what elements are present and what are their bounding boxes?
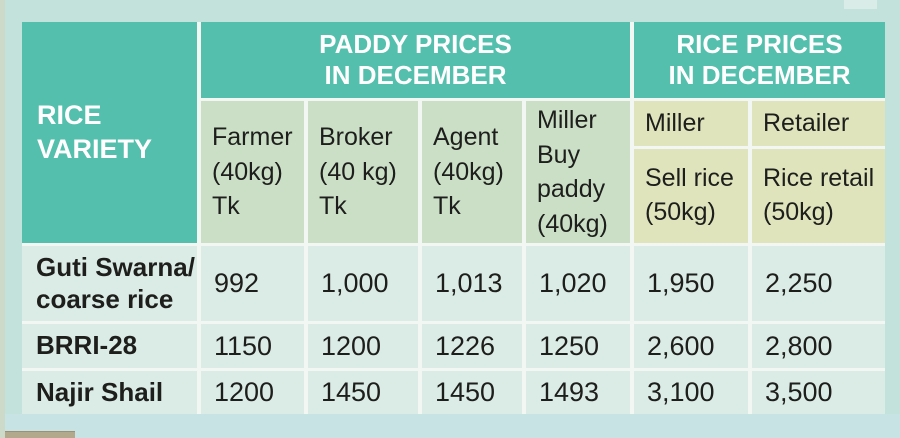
column-header-farmer: Farmer (40kg) Tk [201,101,304,243]
value-cell: 1493 [526,371,630,414]
column-header-miller-buy: Miller Buy paddy (40kg) [526,101,630,243]
group-header-rice-prices: RICE PRICES IN DECEMBER [634,22,885,98]
value-cell: 3,500 [752,371,885,414]
value-cell: 1450 [422,371,522,414]
column-header-miller-sell: Miller Sell rice (50kg) [634,101,748,243]
value-cell: 3,100 [634,371,748,414]
miller-role-label: Miller [634,101,748,146]
value-cell: 1,020 [526,246,630,321]
retailer-rice-retail-label: Rice retail (50kg) [752,149,885,243]
retailer-role-label: Retailer [752,101,885,146]
value-cell: 1,000 [308,246,418,321]
top-right-patch [844,0,877,9]
variety-cell-guti-swarna: Guti Swarna/ coarse rice [22,246,197,321]
column-header-broker: Broker (40 kg) Tk [308,101,418,243]
price-table: RICE VARIETY PADDY PRICES IN DECEMBER RI… [22,22,885,414]
value-cell: 1,950 [634,246,748,321]
variety-cell-brri-28: BRRI-28 [22,324,197,368]
bottom-left-tan-strip [5,431,75,438]
value-cell: 2,600 [634,324,748,368]
value-cell: 1250 [526,324,630,368]
value-cell: 992 [201,246,304,321]
column-header-agent: Agent (40kg) Tk [422,101,522,243]
value-cell: 2,800 [752,324,885,368]
group-header-paddy-prices: PADDY PRICES IN DECEMBER [201,22,630,98]
miller-sell-rice-label: Sell rice (50kg) [634,149,748,243]
value-cell: 1450 [308,371,418,414]
column-header-retailer: Retailer Rice retail (50kg) [752,101,885,243]
value-cell: 2,250 [752,246,885,321]
corner-header-rice-variety: RICE VARIETY [22,22,197,243]
variety-cell-najir-shail: Najir Shail [22,371,197,414]
bottom-background-band [5,414,900,438]
value-cell: 1200 [201,371,304,414]
value-cell: 1226 [422,324,522,368]
left-edge-strip [0,0,5,438]
value-cell: 1,013 [422,246,522,321]
value-cell: 1200 [308,324,418,368]
value-cell: 1150 [201,324,304,368]
